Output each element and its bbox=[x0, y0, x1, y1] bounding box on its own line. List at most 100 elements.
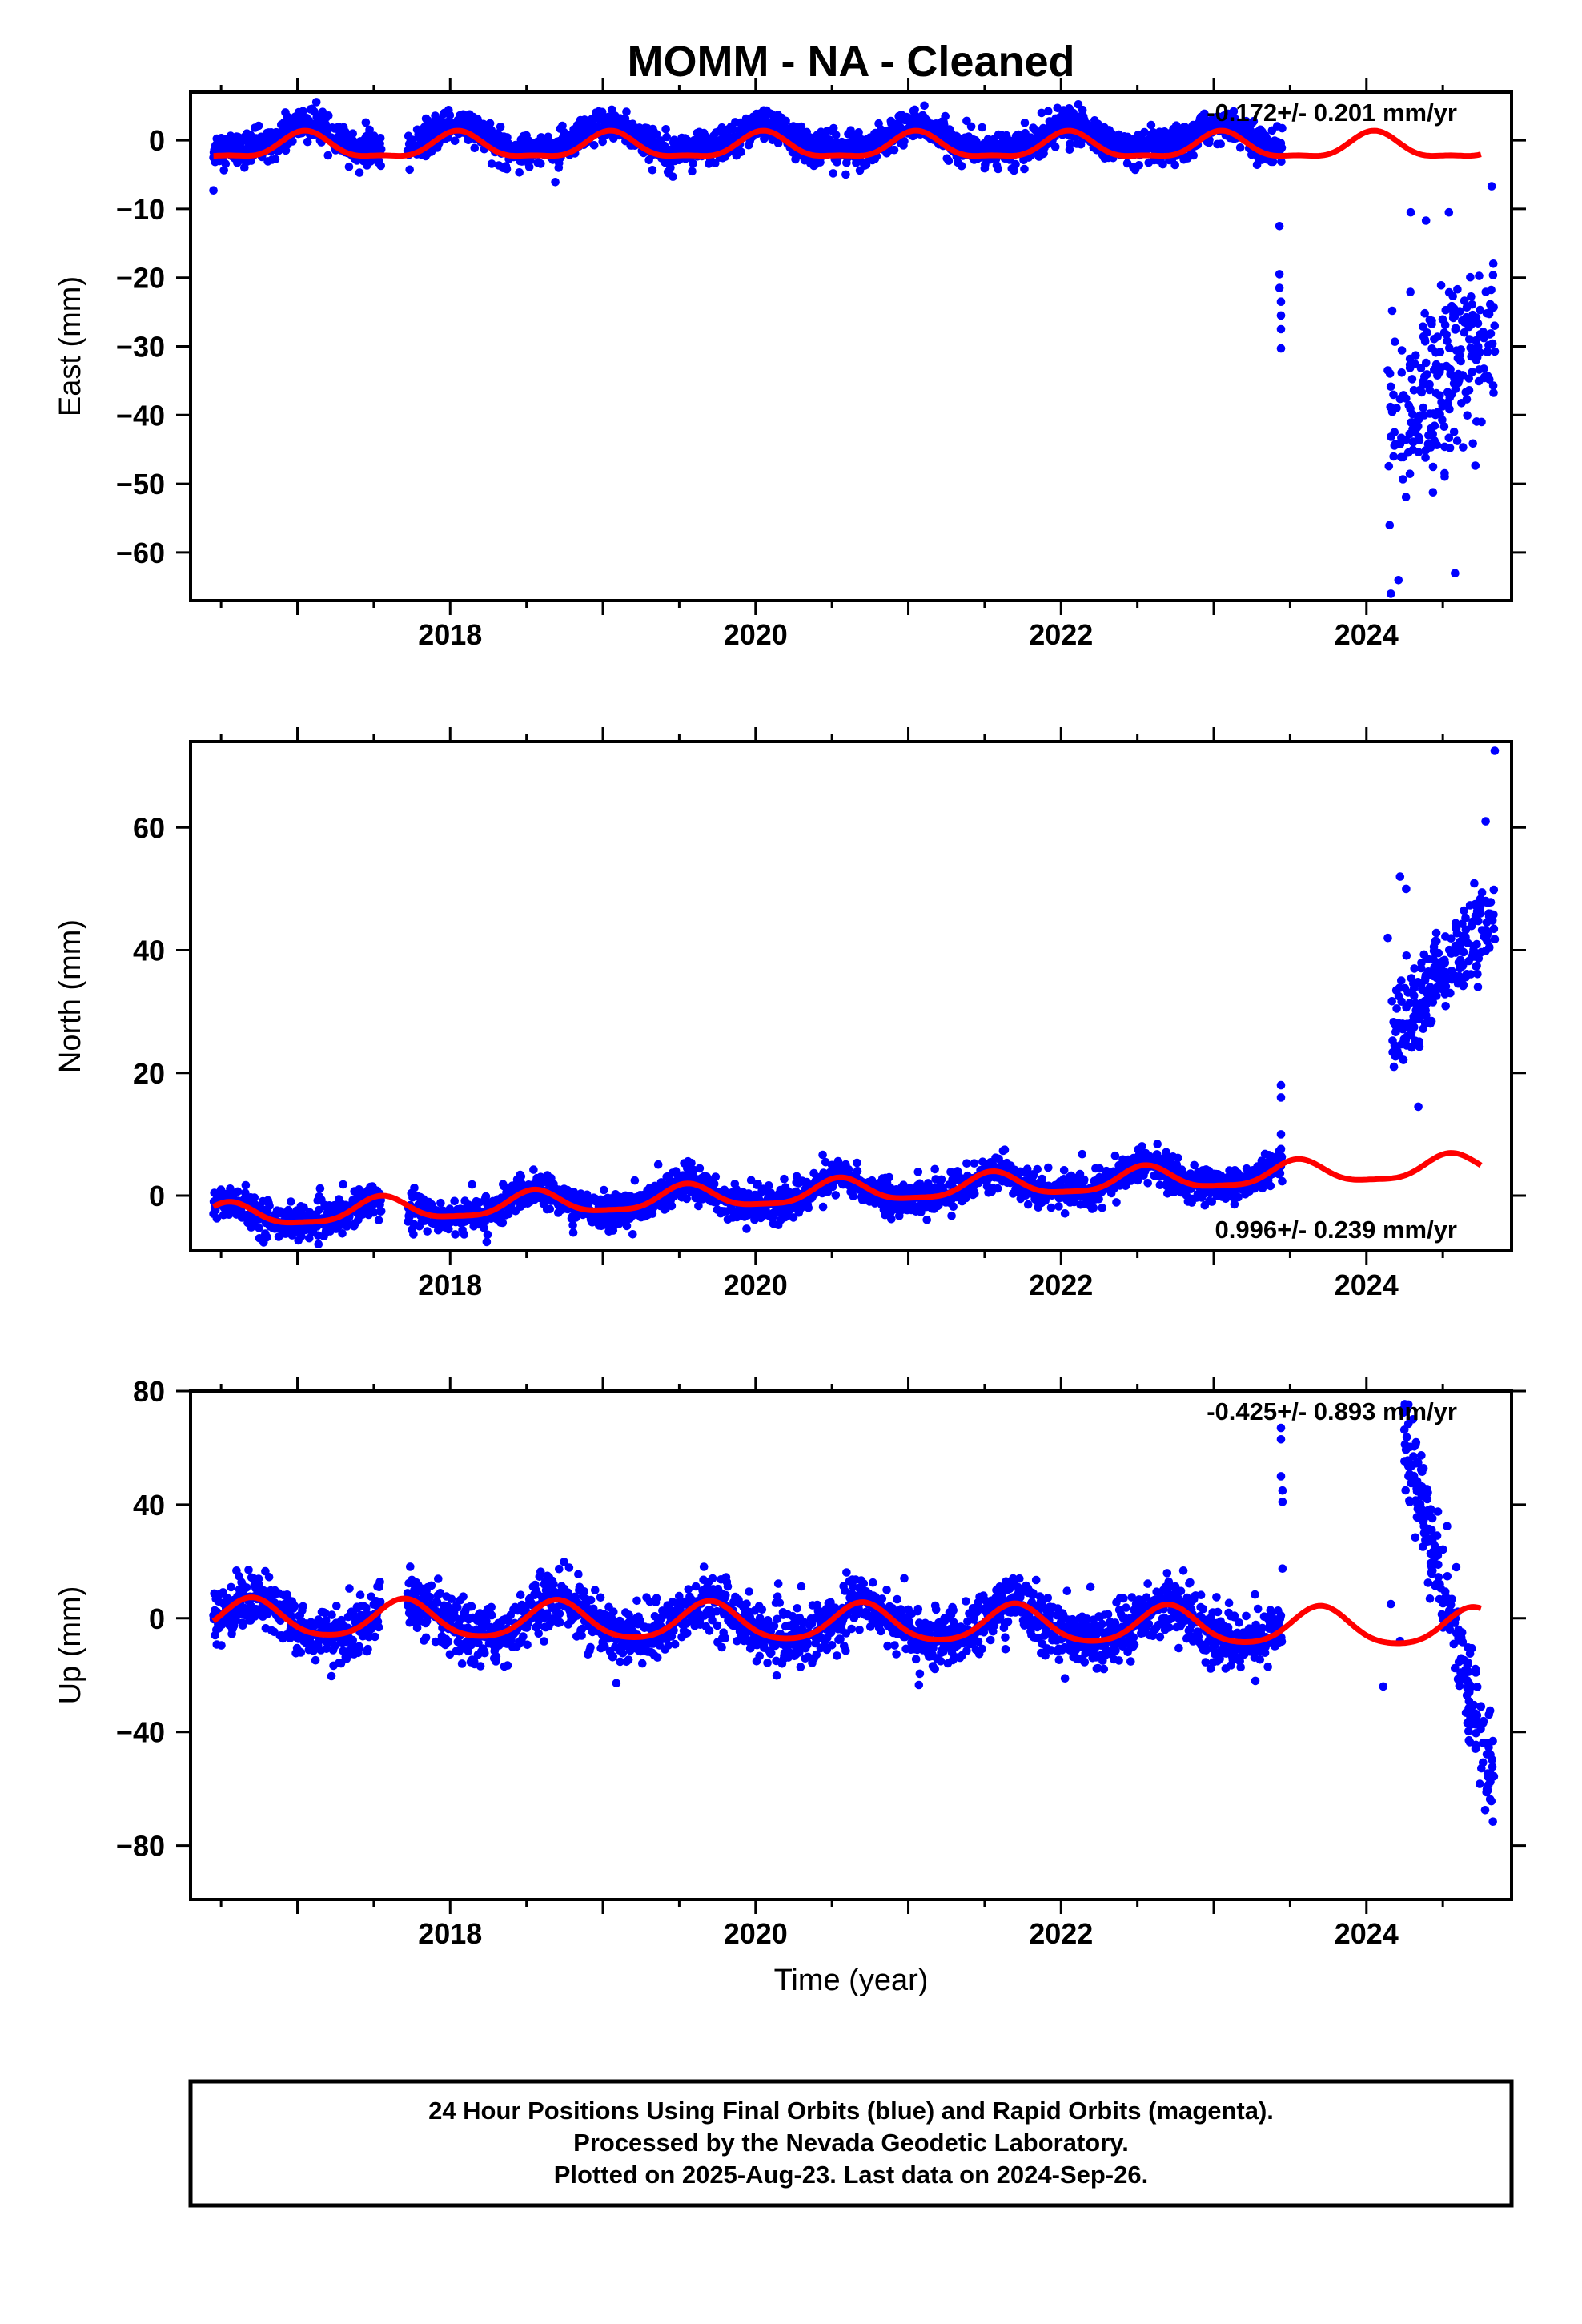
east-data-point bbox=[1275, 270, 1284, 279]
north-data-point bbox=[1387, 997, 1396, 1006]
north-data-point bbox=[970, 1189, 979, 1198]
north-data-point bbox=[1044, 1163, 1053, 1172]
east-data-point bbox=[1445, 444, 1455, 452]
east-data-point bbox=[1146, 120, 1156, 130]
east-data-point bbox=[1011, 159, 1020, 169]
figure-title: MOMM - NA - Cleaned bbox=[628, 38, 1075, 86]
north-data-point bbox=[600, 1185, 608, 1195]
north-data-point bbox=[993, 1184, 1002, 1193]
east-data-points bbox=[209, 98, 1500, 598]
east-data-point bbox=[344, 162, 354, 171]
north-data-point bbox=[831, 1191, 841, 1200]
north-data-point bbox=[1440, 975, 1450, 985]
east-data-point bbox=[1431, 348, 1440, 357]
east-data-point bbox=[1451, 569, 1460, 577]
east-data-point bbox=[1447, 389, 1456, 399]
north-data-point bbox=[930, 1164, 939, 1174]
north-data-point bbox=[780, 1174, 789, 1184]
north-data-point bbox=[1402, 951, 1411, 960]
east-data-point bbox=[1401, 493, 1411, 501]
east-data-point bbox=[551, 178, 560, 187]
north-data-point bbox=[423, 1227, 432, 1236]
east-data-point bbox=[1487, 182, 1496, 191]
north-data-point bbox=[1054, 1202, 1063, 1211]
east-data-point bbox=[652, 130, 661, 139]
north-data-point bbox=[339, 1180, 347, 1189]
east-plot-frame bbox=[189, 90, 1513, 602]
east-data-point bbox=[941, 111, 950, 121]
north-data-point bbox=[1470, 879, 1479, 888]
north-data-point bbox=[1416, 963, 1426, 973]
east-data-point bbox=[1487, 285, 1496, 295]
east-data-point bbox=[648, 166, 657, 175]
north-data-point bbox=[1266, 1181, 1275, 1191]
east-data-point bbox=[1387, 306, 1397, 316]
east-data-point bbox=[324, 111, 333, 120]
north-data-point bbox=[1089, 1204, 1098, 1212]
north-data-point bbox=[483, 1230, 492, 1239]
north-data-point bbox=[667, 1201, 677, 1211]
north-data-point bbox=[628, 1230, 637, 1239]
east-data-point bbox=[1466, 344, 1476, 352]
north-data-point bbox=[451, 1230, 460, 1239]
north-data-point bbox=[1397, 976, 1406, 985]
east-data-point bbox=[1445, 344, 1454, 352]
north-data-point bbox=[1143, 1179, 1152, 1188]
east-data-point bbox=[957, 162, 966, 171]
east-data-point bbox=[994, 164, 1002, 174]
east-data-point bbox=[1459, 443, 1468, 452]
east-data-point bbox=[1451, 325, 1460, 334]
north-y-tick-label: 20 bbox=[133, 1057, 165, 1090]
east-data-point bbox=[1235, 143, 1245, 152]
north-data-point bbox=[970, 1159, 979, 1168]
north-data-point bbox=[1452, 975, 1462, 985]
east-data-point bbox=[288, 137, 297, 146]
north-data-point bbox=[1098, 1204, 1106, 1212]
east-data-point bbox=[1020, 119, 1030, 127]
north-data-point bbox=[1480, 932, 1489, 941]
north-data-point bbox=[849, 1192, 858, 1201]
east-data-point bbox=[1440, 468, 1449, 478]
north-y-tick-label: 60 bbox=[133, 811, 165, 844]
east-data-point bbox=[271, 155, 280, 163]
east-data-point bbox=[1415, 436, 1424, 444]
north-data-point bbox=[545, 1204, 555, 1214]
east-data-point bbox=[1430, 335, 1439, 344]
north-data-point bbox=[622, 1221, 632, 1231]
east-data-point bbox=[1275, 222, 1284, 231]
east-data-point bbox=[1462, 395, 1472, 404]
east-data-point bbox=[1466, 272, 1475, 282]
east-data-point bbox=[688, 167, 697, 176]
east-data-point bbox=[1438, 416, 1447, 424]
north-data-point bbox=[1490, 935, 1500, 944]
north-data-point bbox=[1059, 1166, 1069, 1175]
north-data-point bbox=[1395, 872, 1405, 881]
east-data-point bbox=[1485, 375, 1494, 384]
north-data-point bbox=[1000, 1145, 1010, 1154]
east-data-point bbox=[1189, 151, 1198, 160]
north-data-point bbox=[947, 1211, 956, 1220]
east-data-point bbox=[829, 169, 837, 178]
north-data-point bbox=[1489, 885, 1499, 895]
east-data-point bbox=[1277, 143, 1287, 152]
east-data-point bbox=[829, 123, 838, 133]
east-data-point bbox=[1044, 107, 1053, 116]
east-data-point bbox=[1442, 330, 1451, 340]
east-data-point bbox=[1475, 271, 1484, 280]
east-data-point bbox=[1490, 321, 1500, 331]
east-data-point bbox=[1387, 589, 1395, 598]
east-data-point bbox=[376, 145, 386, 154]
north-data-point bbox=[1476, 903, 1484, 913]
east-data-point bbox=[1216, 139, 1225, 148]
east-data-point bbox=[487, 159, 496, 168]
east-data-point bbox=[1385, 521, 1395, 530]
east-data-point bbox=[1406, 287, 1415, 296]
north-data-point bbox=[1046, 1203, 1056, 1212]
east-data-point bbox=[1480, 333, 1488, 343]
east-data-point bbox=[1425, 316, 1435, 324]
east-data-point bbox=[1404, 400, 1413, 410]
east-data-point bbox=[1389, 452, 1398, 461]
east-data-point bbox=[1487, 304, 1496, 313]
east-data-point bbox=[1463, 411, 1472, 420]
east-data-point bbox=[405, 165, 414, 175]
